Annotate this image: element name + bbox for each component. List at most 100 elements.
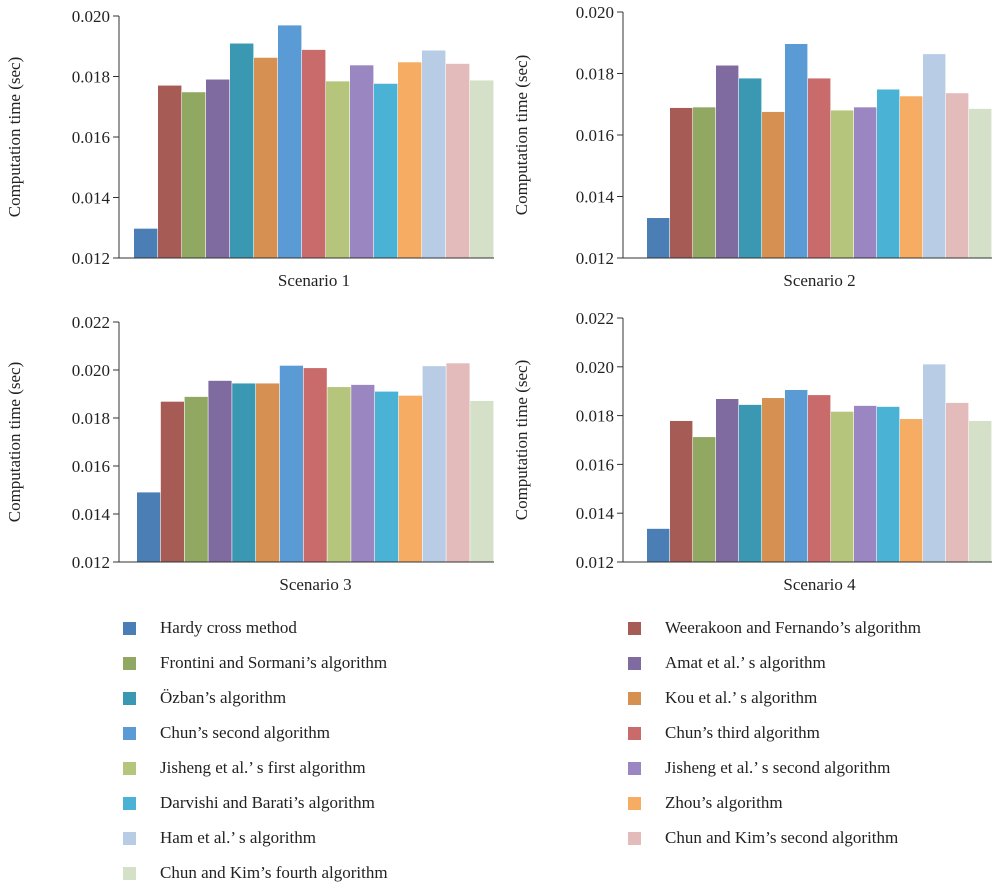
bar-11 xyxy=(877,406,900,562)
legend-label: Jisheng et al.’ s first algorithm xyxy=(160,758,366,777)
y-tick-label: 0.018 xyxy=(72,409,110,428)
legend-swatch xyxy=(123,831,136,845)
legend-label: Chun’s second algorithm xyxy=(160,723,330,742)
legend-item: Özban’s algorithm xyxy=(123,688,286,708)
y-tick-label: 0.018 xyxy=(72,68,110,87)
y-tick-label: 0.012 xyxy=(576,553,614,572)
y-tick-label: 0.018 xyxy=(576,65,614,84)
y-tick-label: 0.016 xyxy=(576,126,614,145)
bar-2 xyxy=(670,107,693,258)
bar-8 xyxy=(303,368,327,562)
bar-4 xyxy=(206,79,230,258)
legend-swatch xyxy=(123,621,136,635)
bar-3 xyxy=(693,107,716,258)
y-tick-label: 0.016 xyxy=(72,457,110,476)
legend-swatch xyxy=(628,656,641,670)
bar-12 xyxy=(900,96,923,258)
bar-15 xyxy=(470,400,494,562)
bar-6 xyxy=(256,383,280,562)
y-tick-label: 0.012 xyxy=(72,553,110,572)
bar-7 xyxy=(278,25,302,258)
legend-label: Weerakoon and Fernando’s algorithm xyxy=(665,618,921,637)
bar-12 xyxy=(398,395,422,562)
bar-1 xyxy=(137,492,161,562)
legend-label: Ham et al.’ s algorithm xyxy=(160,828,316,847)
bar-7 xyxy=(279,365,303,562)
bar-8 xyxy=(808,395,831,562)
chart-panel-1: 0.012 0.014 0.016 0.018 0.020 Scenario 1 Compu… xyxy=(5,7,494,290)
bar-4 xyxy=(716,399,739,562)
bar-10 xyxy=(854,107,877,258)
legend-item: Jisheng et al.’ s second algorithm xyxy=(628,758,890,778)
bar-2 xyxy=(158,85,182,258)
legend-swatch xyxy=(628,621,641,635)
legend-label: Chun’s third algorithm xyxy=(665,723,820,742)
y-tick-label: 0.012 xyxy=(72,249,110,268)
bar-13 xyxy=(923,54,946,258)
legend-label: Chun and Kim’s second algorithm xyxy=(665,828,899,847)
y-axis-label: Computation time (sec) xyxy=(512,55,531,216)
y-tick-label: 0.020 xyxy=(576,358,614,377)
bar-6 xyxy=(762,398,785,562)
bar-8 xyxy=(808,78,831,258)
bar-11 xyxy=(374,83,398,258)
bar-9 xyxy=(831,110,854,259)
legend-label: Zhou’s algorithm xyxy=(665,793,783,812)
bar-6 xyxy=(762,111,785,258)
y-tick-label: 0.020 xyxy=(72,7,110,26)
bar-9 xyxy=(831,411,854,562)
legend-label: Darvishi and Barati’s algorithm xyxy=(160,793,375,812)
bar-13 xyxy=(422,366,446,562)
bar-9 xyxy=(326,81,350,258)
bar-14 xyxy=(446,63,470,258)
bar-5 xyxy=(230,43,254,258)
y-tick-label: 0.014 xyxy=(72,189,111,208)
bar-1 xyxy=(134,228,158,258)
legend-swatch xyxy=(628,831,641,845)
chart-panel-2: 0.012 0.014 0.016 0.018 0.020 Scenario 2 Compu… xyxy=(512,3,992,290)
legend-label: Jisheng et al.’ s second algorithm xyxy=(665,758,891,777)
y-axis-label: Computation time (sec) xyxy=(5,57,24,218)
bar-7 xyxy=(785,43,808,259)
bar-10 xyxy=(350,65,374,258)
bar-6 xyxy=(254,57,278,258)
y-tick-label: 0.018 xyxy=(576,407,614,426)
legend-swatch xyxy=(628,726,641,740)
legend-item: Jisheng et al.’ s first algorithm xyxy=(123,758,366,778)
chart-panel-3: 0.012 0.014 0.016 0.018 0.020 0.022 Scenario 3… xyxy=(5,313,494,594)
bar-2 xyxy=(670,420,693,562)
bar-15 xyxy=(969,108,992,258)
legend-item: Weerakoon and Fernando’s algorithm xyxy=(628,618,921,638)
bar-10 xyxy=(351,384,375,562)
legend-item: Hardy cross method xyxy=(123,618,297,638)
y-tick-label: 0.014 xyxy=(576,504,615,523)
legend-swatch xyxy=(123,726,136,740)
bar-3 xyxy=(693,437,716,562)
bar-4 xyxy=(716,65,739,258)
legend-swatch xyxy=(123,866,136,880)
legend-swatch xyxy=(628,761,641,775)
bar-14 xyxy=(446,363,470,562)
legend-item: Kou et al.’ s algorithm xyxy=(628,688,817,708)
legend-label: Özban’s algorithm xyxy=(160,688,287,707)
y-axis-label: Computation time (sec) xyxy=(512,360,531,521)
legend-swatch xyxy=(123,656,136,670)
bar-12 xyxy=(900,419,923,562)
bar-14 xyxy=(946,93,969,259)
y-tick-label: 0.016 xyxy=(576,455,614,474)
bar-1 xyxy=(647,528,670,562)
bar-13 xyxy=(923,364,946,562)
bar-7 xyxy=(785,389,808,562)
y-tick-label: 0.014 xyxy=(576,188,615,207)
bar-11 xyxy=(375,391,399,562)
legend-swatch xyxy=(628,691,641,705)
bar-3 xyxy=(184,396,208,562)
legend-swatch xyxy=(123,796,136,810)
y-axis-label: Computation time (sec) xyxy=(5,362,24,523)
y-tick-label: 0.016 xyxy=(72,128,110,147)
legend-item: Chun’s second algorithm xyxy=(123,723,330,743)
bar-15 xyxy=(470,80,494,259)
bar-5 xyxy=(739,78,762,258)
y-tick-label: 0.012 xyxy=(576,249,614,268)
